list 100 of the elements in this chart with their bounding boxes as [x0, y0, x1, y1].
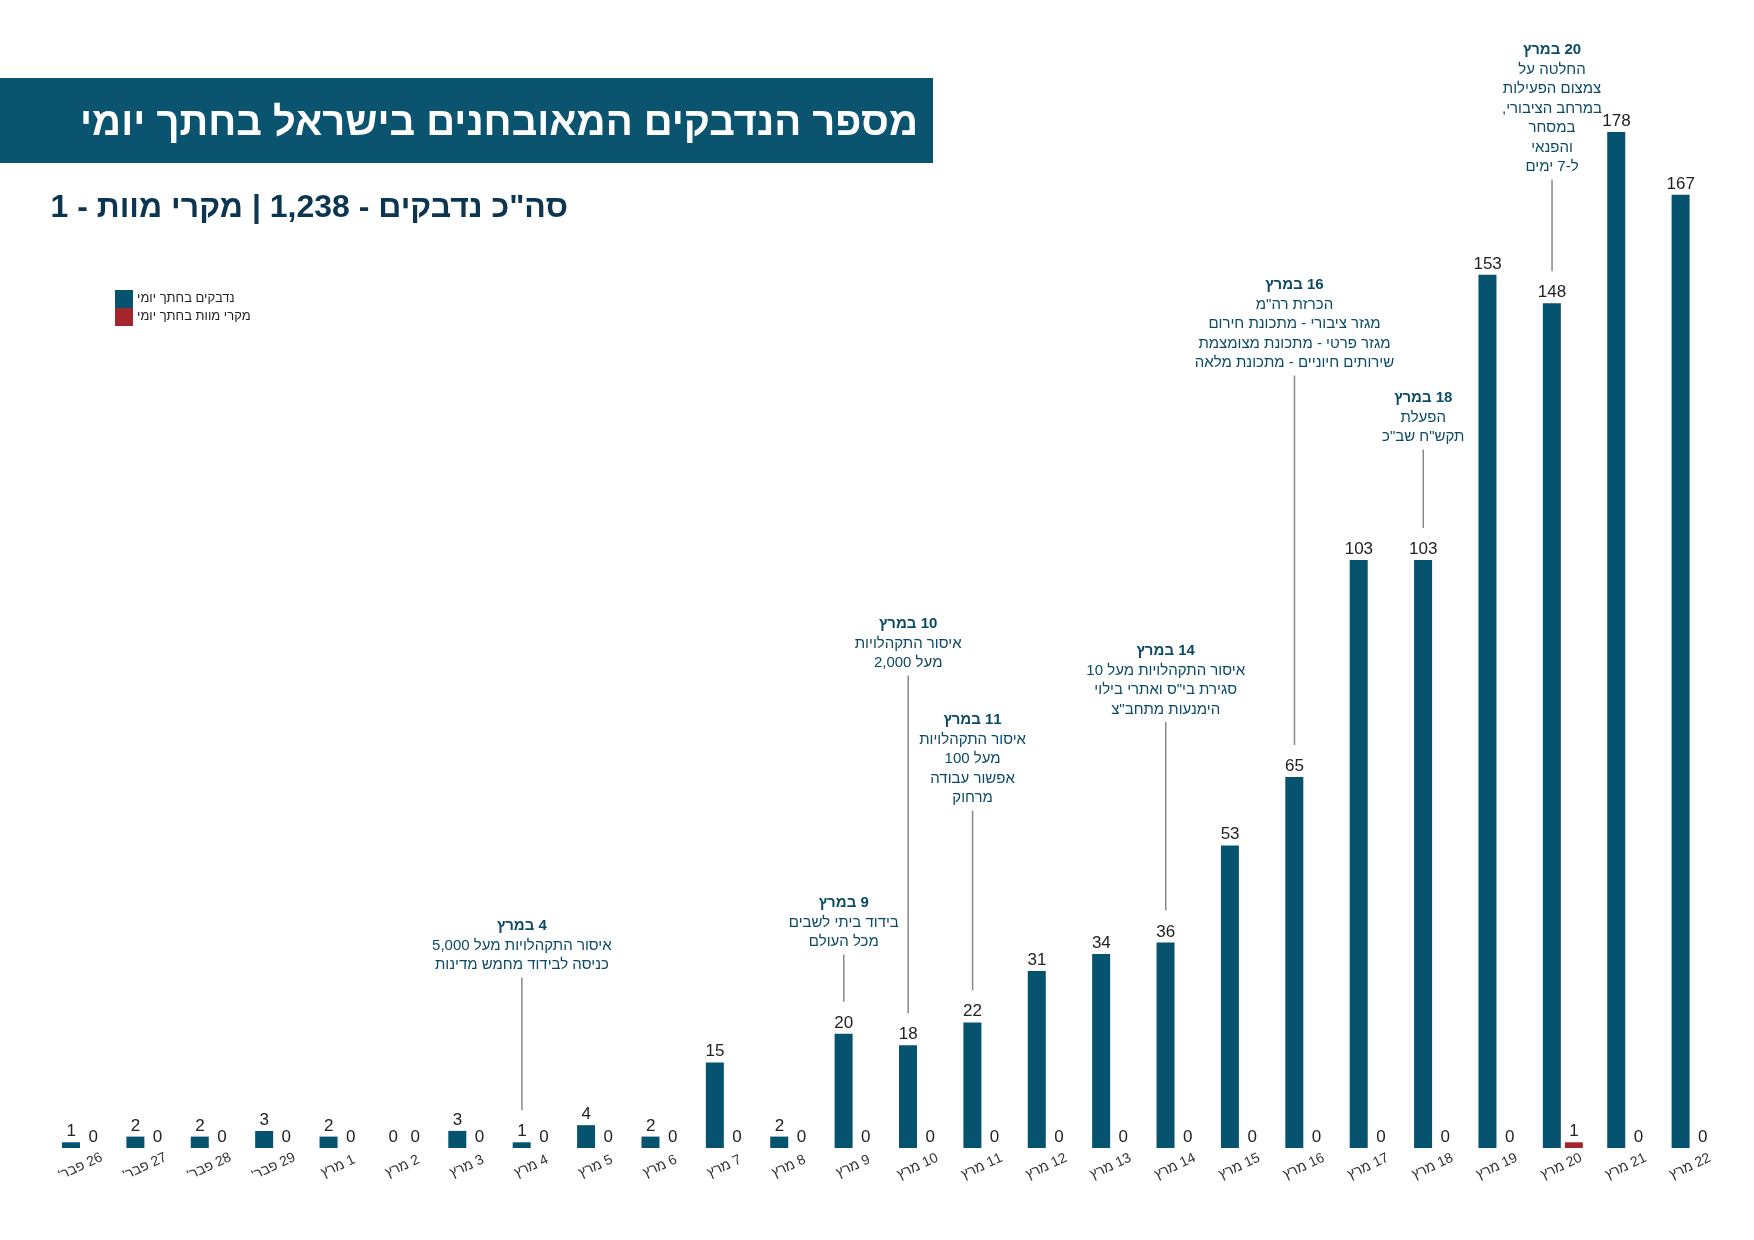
bar	[62, 1142, 80, 1148]
data-label: 103	[1344, 539, 1374, 559]
data-label: 1	[517, 1121, 527, 1141]
data-label: 0	[861, 1127, 871, 1146]
x-tick-label: 27 פבר'	[120, 1148, 170, 1183]
data-label: 0	[474, 1127, 485, 1146]
data-label: 0	[217, 1127, 227, 1146]
bar	[1414, 560, 1433, 1148]
x-tick-label: 19 מרץ	[1473, 1148, 1520, 1182]
data-label: 178	[1602, 111, 1631, 130]
bar	[1156, 942, 1175, 1148]
bar	[512, 1142, 531, 1148]
data-label: 0	[88, 1127, 98, 1146]
data-label: 53	[1220, 824, 1240, 844]
data-label: 34	[1091, 932, 1111, 952]
bar	[1027, 971, 1046, 1148]
legend-label: מקרי מוות בחתך יומי	[137, 308, 251, 324]
x-tick-label: 11 מרץ	[958, 1148, 1005, 1182]
chart-title: מספר הנדבקים המאובחנים בישראל בחתך יומי	[80, 98, 918, 145]
data-label: 0	[732, 1127, 742, 1146]
x-tick-label: 20 מרץ	[1537, 1148, 1585, 1182]
bar	[641, 1136, 660, 1148]
x-tick-label: 1 מרץ	[317, 1150, 358, 1181]
data-label: 0	[796, 1127, 807, 1146]
bar	[1092, 953, 1111, 1148]
bar	[1285, 776, 1304, 1148]
x-tick-label: 16 מרץ	[1280, 1148, 1327, 1182]
annotation: 10 במרץ איסור התקהלויות מעל 2,000	[854, 614, 963, 670]
data-label: 36	[1156, 921, 1176, 941]
data-label: 0	[1054, 1127, 1064, 1146]
data-label: 2	[130, 1115, 141, 1135]
x-tick-label: 29 פבר'	[248, 1148, 298, 1183]
data-label: 0	[925, 1127, 935, 1146]
annotation: 9 במרץ בידוד ביתי לשבים מכל העולם	[788, 893, 899, 949]
x-tick-label: 5 מרץ	[575, 1150, 615, 1181]
legend-label: נדבקים בחתך יומי	[137, 290, 235, 306]
data-label: 0	[989, 1127, 1000, 1146]
data-label: 2	[645, 1115, 656, 1135]
bar	[1607, 132, 1626, 1148]
x-tick-label: 8 מרץ	[768, 1150, 809, 1181]
annotation: 18 במרץ הפעלת תקש"ח שב"כ	[1382, 388, 1465, 444]
data-label: 103	[1409, 539, 1438, 559]
data-label: 0	[1247, 1127, 1257, 1146]
data-label: 0	[539, 1127, 549, 1146]
x-tick-label: 6 מרץ	[639, 1150, 680, 1181]
bar	[770, 1136, 789, 1148]
data-label: 0	[281, 1127, 292, 1146]
bar	[448, 1130, 467, 1148]
x-tick-label: 18 מרץ	[1409, 1148, 1456, 1182]
data-label: 0	[1183, 1127, 1193, 1146]
x-tick-label: 13 מרץ	[1087, 1148, 1134, 1182]
bar	[126, 1136, 145, 1148]
bar	[319, 1136, 338, 1148]
data-label: 0	[1633, 1127, 1644, 1146]
x-tick-label: 10 מרץ	[893, 1148, 941, 1182]
bar	[834, 1033, 853, 1148]
x-tick-label: 9 מרץ	[833, 1150, 873, 1181]
data-label: 20	[834, 1012, 854, 1032]
data-label: 3	[452, 1109, 463, 1129]
bar	[1478, 274, 1497, 1148]
bar	[1349, 560, 1368, 1148]
data-label: 2	[774, 1115, 785, 1135]
x-tick-label: 14 מרץ	[1151, 1148, 1198, 1182]
data-label: 0	[1698, 1127, 1708, 1146]
x-tick-label: 17 מרץ	[1344, 1148, 1392, 1182]
x-tick-label: 7 מרץ	[704, 1150, 744, 1181]
data-label: 0	[1376, 1127, 1386, 1146]
x-tick-label: 12 מרץ	[1022, 1148, 1070, 1182]
data-label: 15	[705, 1041, 725, 1061]
data-label: 0	[603, 1127, 613, 1146]
bar	[190, 1136, 209, 1148]
data-label: 1	[1569, 1121, 1579, 1141]
annotation: 14 במרץ איסור התקהלויות מעל 10 סגירת בי"ס ואתרי בילוי הימנעות מתחב"צ	[1086, 641, 1246, 717]
data-label: 2	[195, 1115, 205, 1135]
data-label: 4	[581, 1104, 591, 1124]
data-label: 0	[388, 1127, 398, 1146]
data-label: 31	[1027, 950, 1047, 970]
bar	[1564, 1142, 1583, 1148]
data-label: 0	[667, 1127, 678, 1146]
annotation: 4 במרץ איסור התקהלויות מעל 5,000 כניסה לבידוד מחמש מדינות	[432, 916, 613, 972]
data-label: 0	[1311, 1127, 1322, 1146]
data-label: 0	[1118, 1127, 1129, 1146]
x-tick-label: 22 מרץ	[1666, 1148, 1714, 1182]
data-label: 153	[1473, 253, 1502, 273]
data-label: 148	[1537, 282, 1567, 302]
data-label: 0	[1504, 1127, 1515, 1146]
data-label: 65	[1285, 755, 1304, 775]
bar	[1671, 194, 1690, 1148]
annotation: 11 במרץ איסור התקהלויות מעל 100 אפשור עבודה מרחוק	[919, 710, 1027, 805]
data-label: 0	[1440, 1127, 1450, 1146]
data-label: 2	[324, 1115, 334, 1135]
x-tick-label: 28 פבר'	[184, 1148, 234, 1183]
data-label: 0	[410, 1127, 420, 1146]
text: סה"כ נדבקים - 1,238 | מקרי מוות - 1	[50, 188, 568, 225]
x-tick-label: 21 מרץ	[1602, 1148, 1649, 1182]
x-tick-label: 4 מרץ	[511, 1150, 551, 1181]
bar	[255, 1130, 274, 1148]
data-label: 0	[346, 1127, 356, 1146]
bar	[1542, 303, 1561, 1148]
bar	[577, 1125, 596, 1148]
